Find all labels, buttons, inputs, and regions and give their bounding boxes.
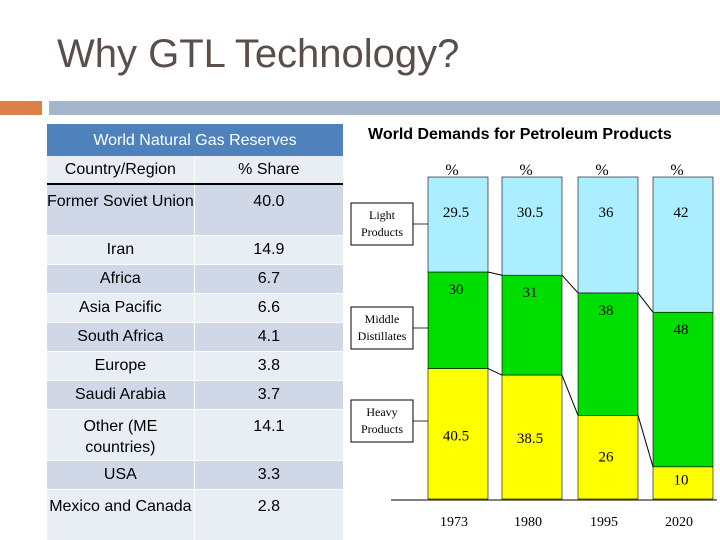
- data-label: 42: [674, 205, 689, 221]
- percent-label: %: [519, 162, 532, 179]
- share-cell: 2.8: [257, 498, 280, 515]
- share-cell: 14.1: [253, 418, 285, 435]
- bar-segment-middle-distillates: [652, 311, 714, 468]
- chart-title: World Demands for Petroleum Products: [368, 126, 672, 143]
- region-cell: Africa: [47, 264, 195, 294]
- region-cell: Saudi Arabia: [47, 380, 195, 410]
- region-cell: Iran: [47, 235, 195, 265]
- gas-reserves-table: World Natural Gas Reserves Country/Regio…: [47, 124, 343, 540]
- boundary-connector: [561, 274, 579, 294]
- boundary-connector: [637, 292, 654, 313]
- x-tick-label: 1995: [590, 515, 618, 530]
- data-label: 48: [674, 322, 689, 338]
- legend-label: Heavy: [366, 405, 397, 419]
- region-cell: Other (ME countries): [83, 418, 158, 456]
- share-cell: 3.3: [193, 460, 343, 490]
- x-tick-label: 2020: [665, 515, 693, 530]
- bar-segment-heavy-products: [652, 466, 714, 500]
- bar-segment-light-products: [501, 176, 563, 276]
- bar-segment-middle-distillates: [501, 274, 563, 376]
- table-row: Africa 6.7: [47, 264, 343, 294]
- legend-label: Middle: [365, 312, 400, 326]
- share-cell: 3.7: [193, 380, 343, 410]
- table-row: Mexico and Canada 2.8: [47, 489, 343, 540]
- data-label: 30: [449, 282, 464, 298]
- legend-box: [350, 202, 414, 246]
- legend-label: Products: [361, 225, 403, 239]
- bar-segment-light-products: [652, 176, 714, 313]
- data-label: 36: [599, 205, 615, 221]
- share-cell: 14.9: [193, 235, 343, 265]
- legend-label: Products: [361, 422, 403, 436]
- data-label: 40.5: [443, 428, 469, 444]
- data-label: 10: [674, 473, 689, 489]
- legend-box: [350, 306, 414, 350]
- petroleum-demand-chart: 40.5 30 29.5% 1973 38.5 31 30.5% 1980 26 38 36% 199…: [350, 162, 717, 530]
- bar-segment-light-products: [427, 176, 489, 273]
- data-label: 29.5: [443, 205, 469, 221]
- slide-title: Why GTL Technology?: [57, 32, 460, 76]
- region-cell: Europe: [47, 351, 195, 381]
- data-label: 38: [599, 303, 614, 319]
- table-row: Other (ME countries) 14.1: [47, 409, 343, 461]
- accent-bar-blue: [49, 101, 720, 115]
- percent-label: %: [670, 162, 683, 179]
- bar-segment-heavy-products: [427, 368, 489, 500]
- table-row: Asia Pacific 6.6: [47, 293, 343, 323]
- boundary-connector: [487, 368, 503, 376]
- share-cell: 3.8: [193, 351, 343, 381]
- legend-label: Light: [369, 208, 396, 222]
- data-label: 26: [599, 449, 615, 465]
- table-row: USA 3.3: [47, 460, 343, 490]
- bar-segment-middle-distillates: [427, 271, 489, 369]
- legend-box: [350, 399, 414, 443]
- bar-segment-heavy-products: [577, 414, 639, 500]
- accent-bar-orange: [0, 101, 42, 115]
- column-header-share: % Share: [193, 156, 343, 185]
- share-cell: 6.7: [193, 264, 343, 294]
- x-tick-label: 1973: [440, 515, 468, 530]
- region-cell: South Africa: [47, 322, 195, 352]
- share-cell: 6.6: [193, 293, 343, 323]
- table-row: Saudi Arabia 3.7: [47, 380, 343, 410]
- share-cell: 4.1: [193, 322, 343, 352]
- boundary-connector: [487, 271, 503, 276]
- bar-segment-light-products: [577, 176, 639, 294]
- table-header: World Natural Gas Reserves: [47, 124, 343, 156]
- data-label: 38.5: [517, 431, 543, 447]
- percent-label: %: [595, 162, 608, 179]
- region-cell: Asia Pacific: [47, 293, 195, 323]
- percent-label: %: [445, 162, 458, 179]
- data-label: 30.5: [517, 205, 543, 221]
- bar-segment-heavy-products: [501, 374, 563, 500]
- table-row: Europe 3.8: [47, 351, 343, 381]
- share-cell: 40.0: [253, 193, 285, 210]
- region-cell: Mexico and Canada: [49, 498, 192, 515]
- bar-segment-middle-distillates: [577, 292, 639, 416]
- table-row: Former Soviet Union 40.0: [47, 183, 343, 236]
- legend-label: Distillates: [358, 329, 407, 343]
- column-header-region: Country/Region: [47, 156, 195, 185]
- x-tick-label: 1980: [514, 515, 542, 530]
- region-cell: USA: [47, 460, 195, 490]
- boundary-connector: [637, 415, 654, 467]
- region-cell: Former Soviet Union: [47, 193, 194, 210]
- data-label: 31: [523, 285, 538, 301]
- table-row: South Africa 4.1: [47, 322, 343, 352]
- boundary-connector: [561, 374, 579, 416]
- table-row: Iran 14.9: [47, 235, 343, 265]
